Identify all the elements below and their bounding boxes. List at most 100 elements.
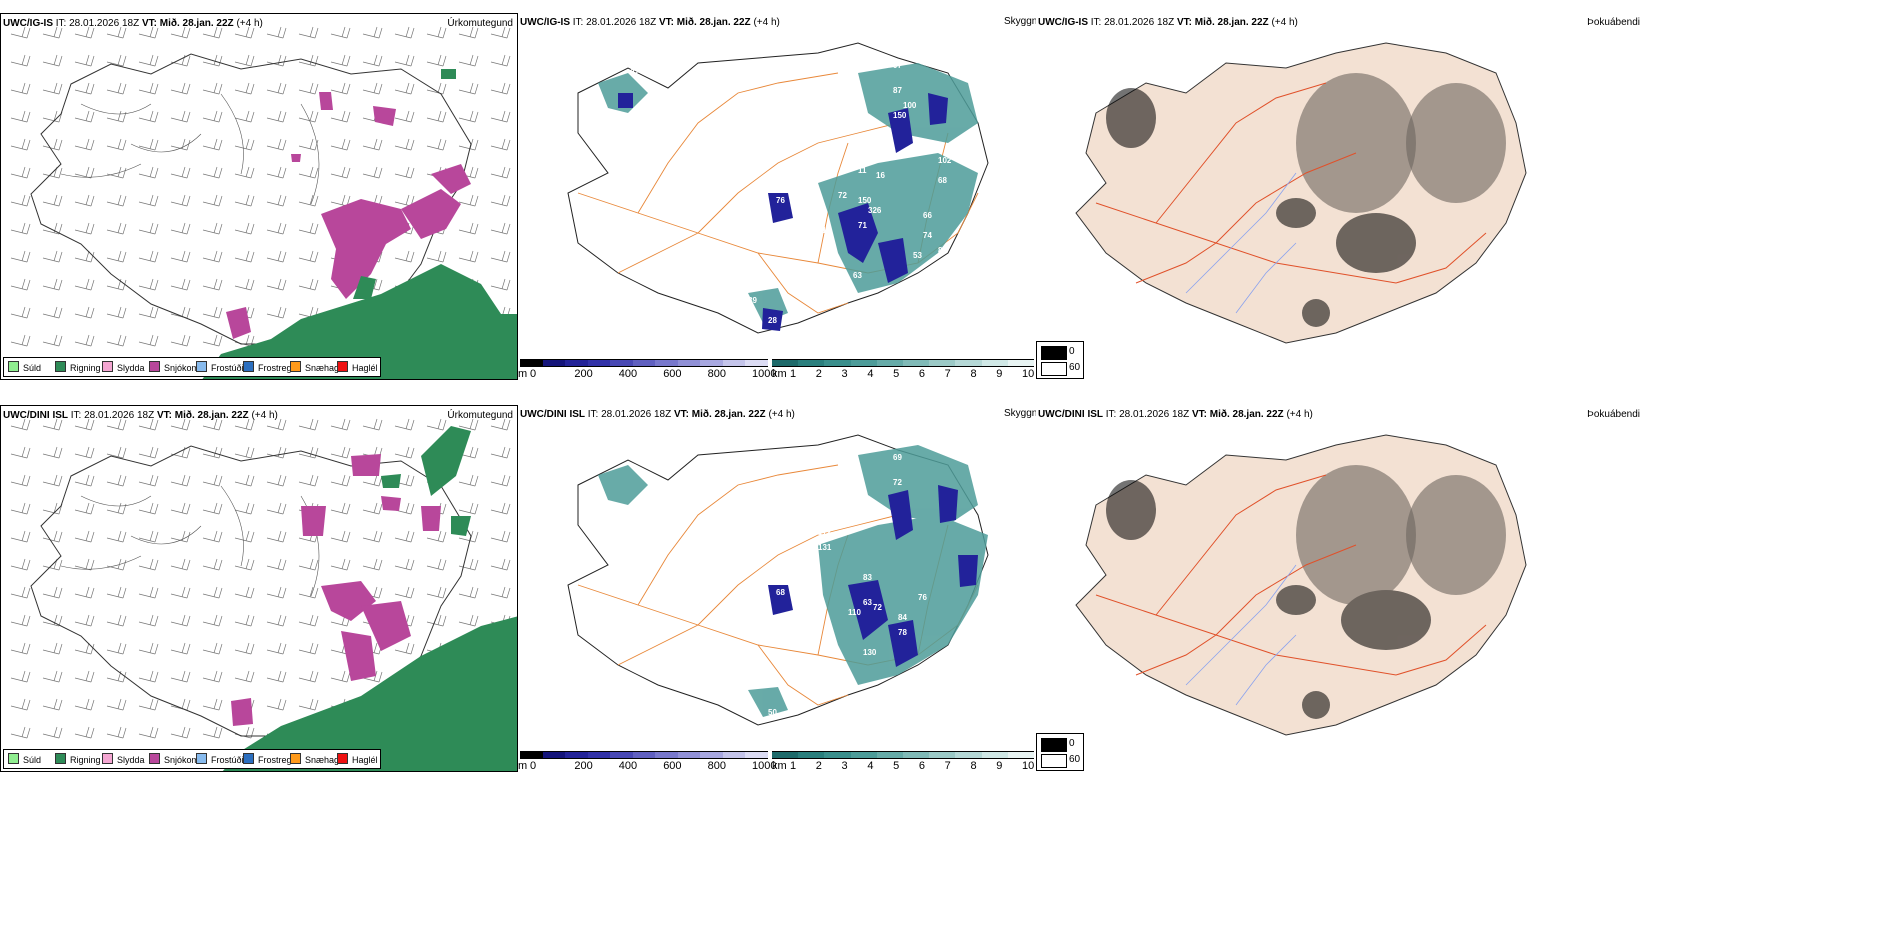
wind-barb [266, 670, 287, 683]
wind-barb [490, 530, 511, 543]
wind-barb [426, 54, 447, 67]
wind-barb [106, 670, 127, 683]
legend-item: Súld [8, 361, 41, 374]
wind-barb [234, 418, 255, 431]
legend-swatch [55, 753, 66, 764]
panel-header-fog-1: UWC/IG-IS IT: 28.01.2026 18Z VT: Mið. 28… [1038, 17, 1298, 28]
wind-barb [138, 278, 159, 291]
wind-barb [170, 54, 191, 67]
precip-title-1: Úrkomutegund [447, 18, 513, 29]
wind-barb [394, 110, 415, 123]
wind-barb [202, 530, 223, 543]
wind-barb [10, 82, 31, 95]
wind-barb [170, 474, 191, 487]
wind-barb [234, 278, 255, 291]
snow-depth-label: 89 [748, 296, 757, 305]
snow-depth-label: 76 [843, 478, 852, 487]
wind-barb [10, 222, 31, 235]
fog-legend-box: 0 60 [1036, 341, 1084, 379]
vis-teal-areas [598, 445, 988, 717]
snow-depth-label: 97 [893, 61, 902, 70]
wind-barb [170, 278, 191, 291]
snow-depth-label: 66 [923, 211, 932, 220]
vis-panel-2: 85 92 69 76 72 68 112 131 83 63 110 72 84 76 78 130 68 50… [518, 405, 1036, 772]
fog-shading [1106, 73, 1506, 327]
snow-depth-label: 112 [818, 528, 831, 537]
wind-barb [298, 54, 319, 67]
wind-barb [106, 82, 127, 95]
wind-barb [490, 250, 511, 263]
height-color-swatch [565, 359, 588, 367]
wind-barb [490, 110, 511, 123]
snow-depth-label: 100 [903, 101, 917, 110]
wind-barb [106, 26, 127, 39]
wind-barb [330, 530, 351, 543]
wind-barb [106, 110, 127, 123]
vis-tick-label: 5 [893, 760, 900, 772]
snow-depth-label: 75 [791, 106, 800, 115]
height-tick-label: 0 [530, 368, 537, 380]
wind-barb [266, 502, 287, 515]
wind-barb [10, 642, 31, 655]
wind-barb [490, 502, 511, 515]
legend-label: Súld [23, 755, 42, 765]
wind-barb [74, 614, 95, 627]
precip-legend-1: Súld Rigning Slydda Snjókoma Frostúði Frostre… [3, 357, 381, 377]
wind-barb [458, 558, 479, 571]
wind-barb [170, 502, 191, 515]
legend-label: Haglél [352, 755, 378, 765]
wind-barb [490, 474, 511, 487]
height-color-swatch [700, 359, 723, 367]
legend-item: Súld [8, 753, 41, 766]
wind-barb [234, 222, 255, 235]
wind-barb [138, 418, 159, 431]
wind-barb [10, 334, 31, 347]
wind-barb [74, 334, 95, 347]
wind-barb [42, 278, 63, 291]
wind-barb [394, 54, 415, 67]
wind-barb [234, 558, 255, 571]
snow-depth-label: 65 [638, 51, 647, 60]
wind-barb [202, 670, 223, 683]
iceland-outline [567, 42, 989, 334]
wind-barb [170, 642, 191, 655]
vis-title-1: Skyggni [1004, 16, 1036, 27]
fog-title-2: Þokuábendi [1587, 409, 1640, 420]
wind-barb [298, 446, 319, 459]
vis-tick-label: 2 [815, 760, 822, 772]
wind-barb [394, 558, 415, 571]
snow-depth-label: 197 [848, 151, 862, 160]
wind-barb [42, 474, 63, 487]
wind-barb [10, 54, 31, 67]
wind-barb [234, 614, 255, 627]
vis-tick-label: 6 [918, 760, 925, 772]
panel-header-vis-1: UWC/IG-IS IT: 28.01.2026 18Z VT: Mið. 28… [520, 17, 780, 28]
wind-barb [298, 474, 319, 487]
height-tick-label: 800 [707, 368, 726, 380]
wind-barb [138, 586, 159, 599]
wind-barb [42, 306, 63, 319]
legend-item: Slydda [102, 361, 145, 374]
wind-barb [74, 54, 95, 67]
wind-barb [234, 110, 255, 123]
iceland-land [1075, 434, 1527, 736]
wind-barb [266, 642, 287, 655]
wind-barb [330, 418, 351, 431]
wind-barb [170, 110, 191, 123]
snow-depth-label: 83 [863, 573, 872, 582]
wind-barb [298, 418, 319, 431]
wind-barb [138, 222, 159, 235]
wind-barb [106, 642, 127, 655]
snow-depth-label: 72 [893, 478, 902, 487]
wind-barb [458, 194, 479, 207]
wind-barb [266, 586, 287, 599]
wind-barb [394, 642, 415, 655]
wind-barb [490, 26, 511, 39]
wind-barb [394, 530, 415, 543]
wind-barb [10, 110, 31, 123]
wind-barb [138, 698, 159, 711]
wind-barb [10, 446, 31, 459]
wind-barb [10, 614, 31, 627]
vis-color-swatch [798, 751, 825, 759]
